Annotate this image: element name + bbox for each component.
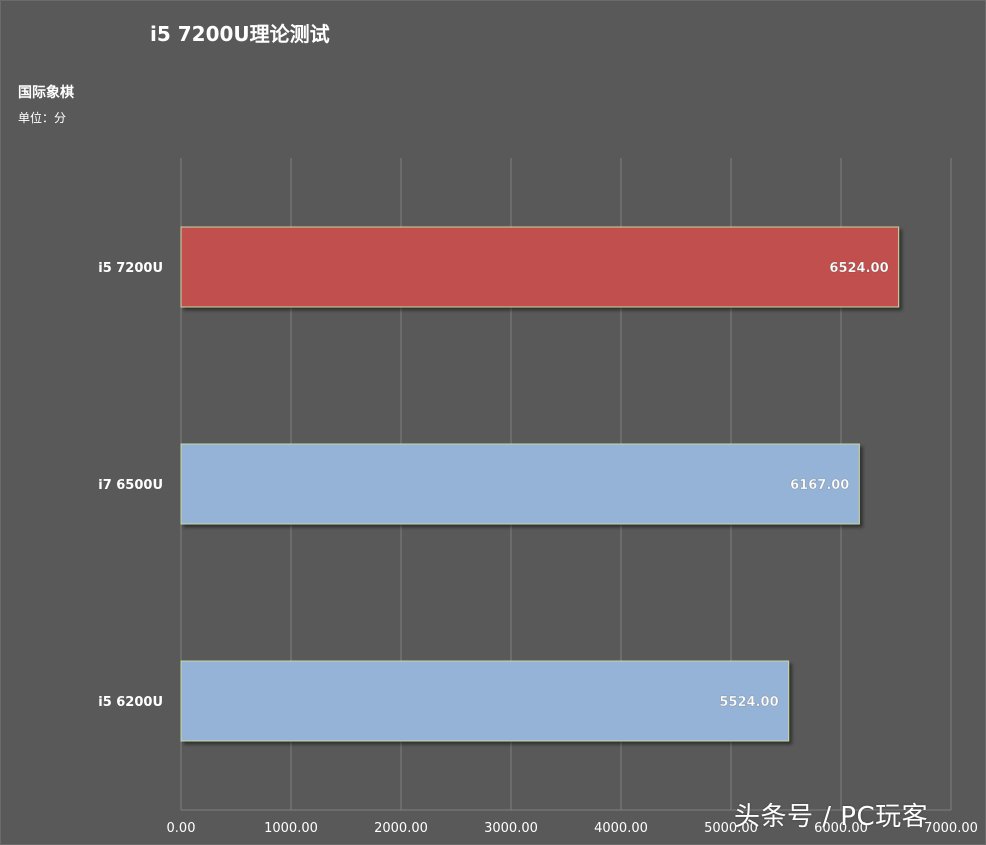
category-label: i5 6200U xyxy=(98,695,163,710)
x-tick-label: 2000.00 xyxy=(374,821,428,836)
watermark: 头条号 / PC玩客 xyxy=(734,802,929,832)
chart-subtitle: 国际象棋 xyxy=(18,85,74,101)
bar xyxy=(180,443,860,525)
bar-value-label: 5524.00 xyxy=(719,695,778,710)
bar xyxy=(180,226,900,308)
x-tick-label: 6000.00 xyxy=(814,821,868,836)
x-tick-label: 5000.00 xyxy=(704,821,758,836)
bar-value-label: 6524.00 xyxy=(829,261,888,276)
bar-value-label: 6167.00 xyxy=(790,478,849,493)
x-tick-label: 4000.00 xyxy=(594,821,648,836)
bar xyxy=(180,660,790,742)
x-tick-label: 1000.00 xyxy=(264,821,318,836)
x-tick-label: 0.00 xyxy=(167,821,196,836)
category-label: i7 6500U xyxy=(98,478,163,493)
category-label: i5 7200U xyxy=(98,261,163,276)
x-tick-label: 7000.00 xyxy=(924,821,978,836)
chart-title: i5 7200U理论测试 xyxy=(150,22,330,46)
x-tick-label: 3000.00 xyxy=(484,821,538,836)
unit-label: 单位：分 xyxy=(18,111,67,125)
